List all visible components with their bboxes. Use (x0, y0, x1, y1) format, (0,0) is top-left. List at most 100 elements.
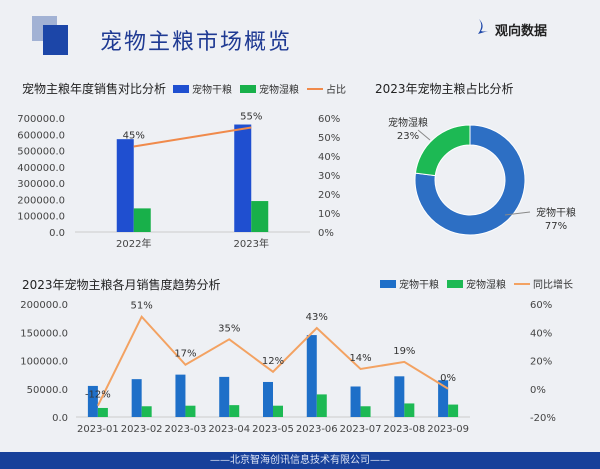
slice-label-name: 宠物干粮 (536, 206, 576, 219)
bar-wet-food (141, 406, 152, 417)
legend-label: 宠物湿粮 (259, 83, 299, 96)
footer: ——北京智海创讯信息技术有限公司—— (0, 452, 600, 469)
line-data-label: 51% (131, 301, 153, 312)
y-tick-label: 0.0 (49, 228, 65, 239)
monthly-chart: 0.0 50000.0 100000.0 150000.0 200000.0 -20% 0%… (20, 278, 573, 435)
line-series (133, 126, 252, 148)
y2-tick-label: 60% (530, 300, 552, 311)
y2-tick-label: 10% (318, 209, 340, 220)
line-data-label: 17% (174, 349, 196, 360)
bar-dry-food (263, 381, 273, 417)
slice-label-name: 宠物湿粮 (388, 116, 428, 129)
bar-wet-food (97, 407, 108, 417)
bar-dry-food (350, 386, 361, 417)
chart2-title: 2023年宠物主粮占比分析 (375, 81, 514, 96)
bar-dry-food (306, 335, 317, 417)
legend-label: 宠物湿粮 (466, 278, 506, 291)
x-tick-label: 2023-09 (427, 424, 469, 435)
legend-swatch (240, 85, 256, 93)
y-tick-label: 600000.0 (17, 130, 65, 141)
y-tick-label: 300000.0 (17, 179, 65, 190)
chart3-title: 2023年宠物主粮各月销售度趋势分析 (22, 277, 221, 292)
legend-label: 占比 (326, 83, 346, 96)
line-data-label: 55% (240, 112, 262, 123)
x-tick-label: 2022年 (116, 237, 151, 250)
bar-wet-food (185, 405, 196, 417)
x-tick-label: 2023年 (234, 237, 269, 250)
x-tick-label: 2023-02 (121, 424, 163, 435)
label-leader-line (417, 129, 431, 141)
legend-swatch (447, 280, 463, 288)
slice-label-value: 77% (545, 221, 567, 232)
bar-dry-food (87, 385, 98, 417)
line-data-label: 35% (218, 323, 240, 334)
y2-tick-label: 60% (318, 114, 340, 125)
slice-label-value: 23% (397, 131, 419, 142)
page-title: 宠物主粮市场概览 (100, 30, 293, 55)
brand-name: 观向数据 (495, 24, 548, 39)
x-tick-label: 2023-08 (383, 424, 425, 435)
legend-label: 宠物干粮 (192, 83, 232, 96)
x-tick-label: 2023-06 (296, 424, 338, 435)
bar-dry-food (175, 374, 186, 417)
legend-swatch (173, 85, 189, 93)
x-tick-label: 2023-03 (165, 424, 207, 435)
y2-tick-label: 0% (318, 228, 334, 239)
logo-square-front (43, 25, 68, 55)
line-data-label: 19% (393, 346, 415, 357)
legend-label: 同比增长 (533, 278, 573, 291)
y2-tick-label: 30% (318, 171, 340, 182)
bar-wet-food (133, 208, 151, 232)
line-data-label: -12% (85, 390, 111, 401)
bar-wet-food (251, 201, 269, 232)
y-tick-label: 100000.0 (17, 212, 65, 223)
y-tick-label: 400000.0 (17, 163, 65, 174)
line-data-label: 43% (306, 312, 328, 323)
legend-label: 宠物干粮 (399, 278, 439, 291)
x-tick-label: 2023-07 (340, 424, 382, 435)
line-data-label: 12% (262, 356, 284, 367)
y-tick-label: 700000.0 (17, 114, 65, 125)
donut-slice-dry-food (414, 124, 526, 236)
y-tick-label: 150000.0 (20, 328, 68, 339)
bar-wet-food (273, 405, 283, 417)
y2-tick-label: -20% (530, 413, 556, 424)
y-tick-label: 100000.0 (20, 357, 68, 368)
annual-chart: 0.0 100000.0 200000.0 300000.0 400000.0 50000… (17, 83, 346, 250)
line-data-label: 0% (440, 373, 456, 384)
y2-tick-label: 20% (318, 190, 340, 201)
x-tick-label: 2023-04 (208, 424, 250, 435)
line-data-label: 14% (349, 353, 371, 364)
share-donut-chart: 宠物干粮 77% 宠物湿粮 23% (388, 116, 576, 236)
bar-wet-food (316, 394, 327, 417)
y-tick-label: 500000.0 (17, 147, 65, 158)
x-tick-label: 2023-01 (77, 424, 119, 435)
bar-wet-food (360, 406, 371, 417)
bar-dry-food (438, 380, 449, 417)
y-tick-label: 200000.0 (17, 195, 65, 206)
y2-tick-label: 20% (530, 357, 552, 368)
bar-dry-food (234, 124, 252, 232)
y-tick-label: 0.0 (52, 413, 68, 424)
y-tick-label: 200000.0 (20, 300, 68, 311)
bar-wet-food (404, 403, 415, 417)
donut-slice-wet-food (414, 124, 471, 177)
bar-wet-food (448, 404, 459, 417)
bar-dry-food (131, 379, 142, 417)
brand-logo-icon (478, 19, 488, 34)
label-leader-line (504, 211, 531, 216)
line-series (96, 314, 449, 407)
y-tick-label: 50000.0 (27, 385, 68, 396)
y2-tick-label: 40% (530, 328, 552, 339)
y2-tick-label: 0% (530, 385, 546, 396)
line-data-label: 45% (123, 131, 145, 142)
bar-dry-food (394, 376, 405, 417)
bar-dry-food (219, 376, 230, 417)
x-tick-label: 2023-05 (252, 424, 294, 435)
bar-dry-food (116, 139, 134, 232)
bar-wet-food (229, 405, 240, 417)
chart1-title: 宠物主粮年度销售对比分析 (22, 81, 166, 96)
y2-tick-label: 40% (318, 152, 340, 163)
y2-tick-label: 50% (318, 133, 340, 144)
